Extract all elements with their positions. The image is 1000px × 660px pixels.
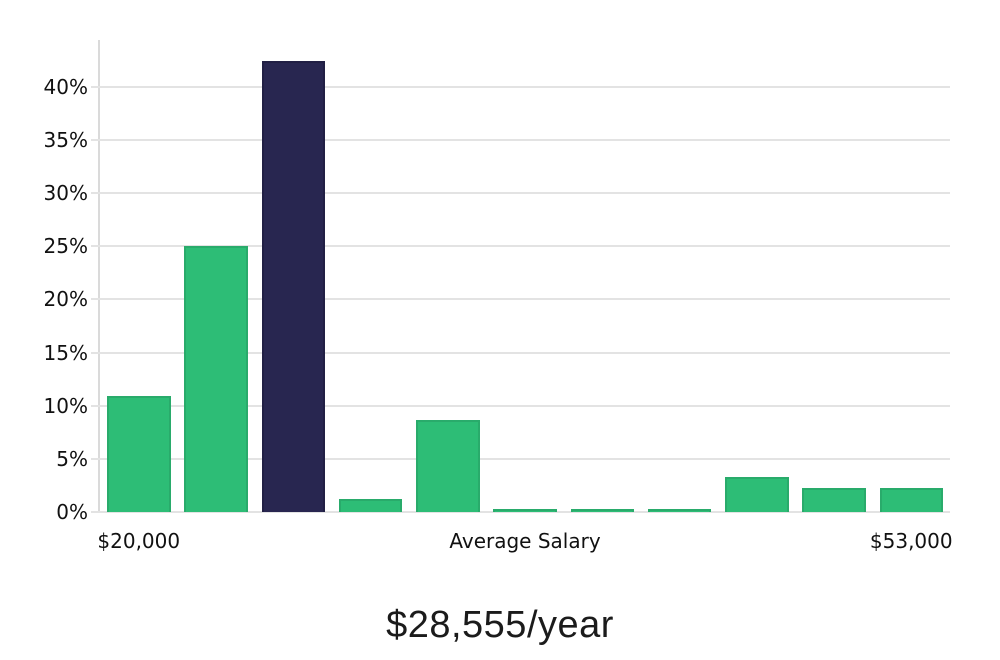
gridline xyxy=(91,351,950,354)
average-salary-bar xyxy=(261,61,325,512)
bar xyxy=(725,476,789,512)
y-tick-label: 35% xyxy=(43,127,88,152)
bar xyxy=(107,396,171,512)
gridline xyxy=(91,457,950,460)
x-tick-label: $20,000 xyxy=(97,529,181,553)
y-axis-line xyxy=(98,40,100,512)
bar xyxy=(802,487,866,512)
y-tick-label: 5% xyxy=(56,446,88,471)
bar xyxy=(416,419,480,512)
bar xyxy=(184,246,248,512)
gridline xyxy=(91,511,950,513)
gridline xyxy=(91,404,950,407)
y-tick-label: 20% xyxy=(43,287,88,312)
plot-area xyxy=(91,40,950,513)
bar xyxy=(879,487,943,512)
gridline xyxy=(91,192,950,195)
y-tick-label: 0% xyxy=(56,500,88,524)
bar xyxy=(647,509,712,512)
gridline xyxy=(91,85,950,88)
bar xyxy=(338,499,403,512)
y-axis-labels: 0% 5% 10% 15% 20% 25% 30% 35% 40% xyxy=(0,40,88,522)
y-tick-label: 10% xyxy=(43,393,88,418)
bar xyxy=(570,509,634,512)
y-tick-label: 30% xyxy=(43,181,88,206)
x-axis-labels: $20,000 Average Salary $53,000 xyxy=(0,528,1000,560)
y-tick-label: 15% xyxy=(43,340,88,365)
gridline xyxy=(91,138,950,141)
gridline xyxy=(91,245,950,248)
y-tick-label: 25% xyxy=(43,234,88,259)
gridline xyxy=(91,298,950,301)
x-tick-label: Average Salary xyxy=(449,529,601,553)
y-tick-label: 40% xyxy=(43,74,88,99)
bar xyxy=(493,509,557,512)
average-salary-title: $28,555/year xyxy=(386,604,614,646)
x-tick-label: $53,000 xyxy=(869,529,953,553)
